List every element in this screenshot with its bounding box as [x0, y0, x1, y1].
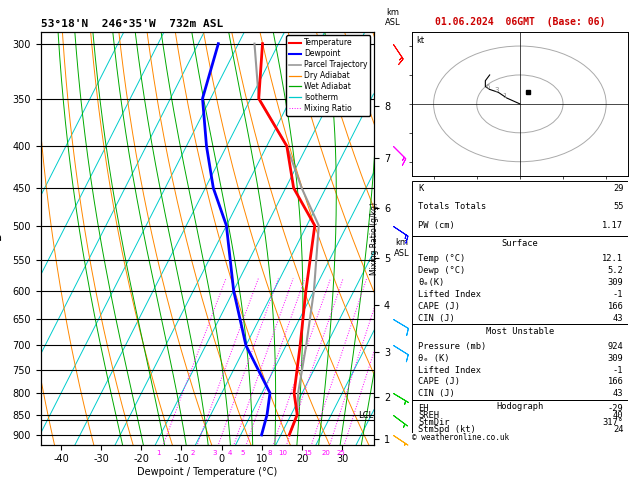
Bar	[412, 181, 628, 236]
Text: 317°: 317°	[603, 417, 623, 427]
Text: θₑ(K): θₑ(K)	[418, 278, 445, 287]
Text: 55: 55	[613, 202, 623, 211]
Text: 29: 29	[613, 184, 623, 193]
Text: 1: 1	[157, 450, 161, 456]
Text: 4: 4	[228, 450, 232, 456]
Text: 3: 3	[494, 87, 498, 93]
Text: Mixing Ratio (g/kg): Mixing Ratio (g/kg)	[370, 202, 379, 275]
Text: 924: 924	[608, 342, 623, 351]
Text: Most Unstable: Most Unstable	[486, 327, 554, 336]
Text: 10: 10	[278, 450, 287, 456]
Text: CIN (J): CIN (J)	[418, 313, 455, 323]
Text: -29: -29	[608, 403, 623, 413]
Text: 3: 3	[212, 450, 216, 456]
Text: 25: 25	[337, 450, 345, 456]
Text: -1: -1	[613, 365, 623, 375]
Text: 5.2: 5.2	[608, 266, 623, 275]
Legend: Temperature, Dewpoint, Parcel Trajectory, Dry Adiabat, Wet Adiabat, Isotherm, Mi: Temperature, Dewpoint, Parcel Trajectory…	[286, 35, 370, 116]
Y-axis label: hPa: hPa	[0, 233, 2, 243]
Text: Hodograph: Hodograph	[496, 402, 543, 411]
Text: 309: 309	[608, 354, 623, 363]
Text: SREH: SREH	[418, 411, 440, 419]
Text: Lifted Index: Lifted Index	[418, 365, 481, 375]
Text: © weatheronline.co.uk: © weatheronline.co.uk	[412, 433, 509, 442]
Text: 5: 5	[240, 450, 245, 456]
Text: 12.1: 12.1	[603, 254, 623, 263]
Text: 40: 40	[613, 411, 623, 419]
Text: Temp (°C): Temp (°C)	[418, 254, 465, 263]
Text: 1.17: 1.17	[603, 221, 623, 230]
Text: 20: 20	[321, 450, 331, 456]
Text: 01.06.2024  06GMT  (Base: 06): 01.06.2024 06GMT (Base: 06)	[435, 17, 605, 27]
Text: Surface: Surface	[501, 239, 538, 248]
Text: CIN (J): CIN (J)	[418, 389, 455, 399]
Text: 1: 1	[503, 93, 507, 99]
Text: 2: 2	[191, 450, 195, 456]
Text: 309: 309	[608, 278, 623, 287]
Text: 43: 43	[613, 313, 623, 323]
Text: 166: 166	[608, 302, 623, 311]
Text: kt: kt	[416, 36, 425, 45]
Text: StmSpd (kt): StmSpd (kt)	[418, 425, 476, 434]
Text: Lifted Index: Lifted Index	[418, 290, 481, 299]
Text: LCL: LCL	[358, 411, 373, 419]
Bar	[412, 324, 628, 400]
Text: K: K	[418, 184, 424, 193]
Bar	[412, 400, 628, 433]
Text: Pressure (mb): Pressure (mb)	[418, 342, 487, 351]
Text: EH: EH	[418, 403, 429, 413]
Text: StmDir: StmDir	[418, 417, 450, 427]
X-axis label: Dewpoint / Temperature (°C): Dewpoint / Temperature (°C)	[138, 467, 277, 477]
Text: 24: 24	[613, 425, 623, 434]
Text: Totals Totals: Totals Totals	[418, 202, 487, 211]
Text: 166: 166	[608, 378, 623, 386]
Text: 15: 15	[303, 450, 312, 456]
Text: -1: -1	[613, 290, 623, 299]
Text: CAPE (J): CAPE (J)	[418, 302, 460, 311]
Text: 53°18'N  246°35'W  732m ASL: 53°18'N 246°35'W 732m ASL	[41, 19, 223, 30]
Text: θₑ (K): θₑ (K)	[418, 354, 450, 363]
Text: 43: 43	[613, 389, 623, 399]
Text: PW (cm): PW (cm)	[418, 221, 455, 230]
Text: Dewp (°C): Dewp (°C)	[418, 266, 465, 275]
Text: CAPE (J): CAPE (J)	[418, 378, 460, 386]
Bar	[412, 236, 628, 324]
Text: km
ASL: km ASL	[386, 8, 401, 27]
Y-axis label: km
ASL: km ASL	[394, 238, 409, 258]
Text: 8: 8	[267, 450, 272, 456]
Text: 6: 6	[486, 85, 490, 90]
